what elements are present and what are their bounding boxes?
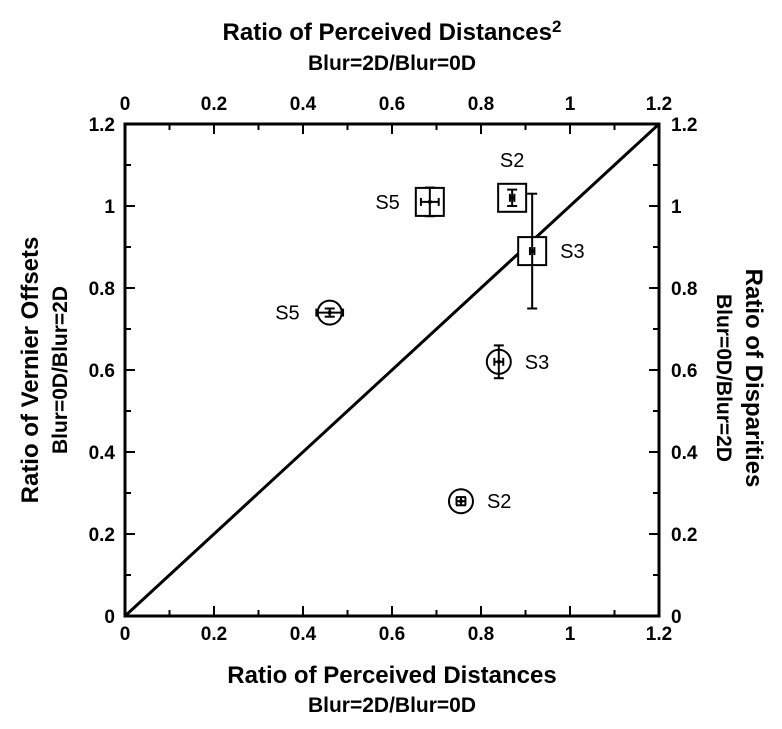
top-tick-label: 0.6	[379, 94, 405, 115]
point-circle-s2: S2	[447, 488, 511, 515]
right-tick-label: 1	[671, 197, 682, 218]
top-axis-title-superscript: 2	[552, 17, 561, 36]
left-tick-label: 1	[104, 197, 115, 218]
point-center	[427, 199, 432, 204]
left-tick-label: 1.2	[89, 115, 115, 136]
point-square-s5: S5	[375, 186, 445, 218]
top-axis-title: Ratio of Perceived Distances2	[223, 17, 562, 46]
bottom-tick-label: 1.2	[646, 624, 672, 645]
right-tick-label: 0.2	[671, 525, 697, 546]
point-center	[530, 249, 535, 254]
point-circle-s3: S3	[485, 344, 549, 380]
top-tick-label: 0.4	[290, 94, 317, 115]
right-tick-label: 0.6	[671, 361, 697, 382]
top-tick-label: 0	[120, 94, 131, 115]
point-label: S2	[500, 150, 524, 172]
identity-line	[123, 122, 661, 618]
top-tick-label: 0.8	[468, 94, 494, 115]
top-tick-label: 1.2	[646, 94, 672, 115]
right-tick-label: 1.2	[671, 115, 697, 136]
bottom-tick-label: 1	[565, 624, 576, 645]
point-center	[496, 359, 501, 364]
bottom-tick-label: 0.2	[201, 624, 227, 645]
point-label: S2	[487, 491, 511, 513]
point-center	[327, 310, 332, 315]
right-tick-label: 0.8	[671, 279, 697, 300]
left-axis-title: Ratio of Vernier Offsets	[17, 237, 44, 504]
right-axis-ticks: 0 0.2 0.4 0.6 0.8 1 1.2	[649, 115, 698, 628]
bottom-tick-label: 0	[120, 624, 131, 645]
point-square-s2: S2	[497, 150, 528, 213]
point-circle-s5: S5	[275, 299, 345, 326]
point-center	[458, 499, 463, 504]
right-axis-title: Ratio of Disparities	[740, 269, 767, 488]
point-label: S3	[525, 352, 549, 374]
right-tick-label: 0.4	[671, 443, 698, 464]
bottom-axis-ticks: 0 0.2 0.4 0.6 0.8 1 1.2	[120, 606, 672, 645]
left-tick-label: 0.6	[89, 361, 115, 382]
data-points: S5 S3 S2 S5 S2 S3	[275, 150, 585, 515]
top-axis-ticks: 0 0.2 0.4 0.6 0.8 1 1.2	[120, 94, 672, 134]
top-axis-subtitle: Blur=2D/Blur=0D	[308, 52, 476, 75]
point-label: S5	[275, 303, 299, 325]
top-tick-label: 1	[565, 94, 576, 115]
point-label: S3	[560, 241, 584, 263]
left-tick-label: 0.2	[89, 525, 115, 546]
bottom-tick-label: 0.4	[290, 624, 317, 645]
point-square-s3: S3	[517, 192, 585, 310]
point-center	[510, 195, 515, 200]
left-tick-label: 0	[104, 607, 115, 628]
left-tick-label: 0.4	[89, 443, 116, 464]
left-axis-ticks: 0 0.2 0.4 0.6 0.8 1 1.2	[89, 115, 135, 628]
left-tick-label: 0.8	[89, 279, 115, 300]
point-label: S5	[375, 192, 399, 214]
bottom-axis-subtitle: Blur=2D/Blur=0D	[308, 694, 476, 717]
bottom-axis-title: Ratio of Perceived Distances	[227, 662, 556, 689]
top-tick-label: 0.2	[201, 94, 227, 115]
left-axis-subtitle: Blur=0D/Blur=2D	[49, 286, 72, 454]
right-tick-label: 0	[671, 607, 682, 628]
right-axis-subtitle: Blur=0D/Blur=2D	[712, 294, 735, 462]
bottom-tick-label: 0.8	[468, 624, 494, 645]
bottom-tick-label: 0.6	[379, 624, 405, 645]
